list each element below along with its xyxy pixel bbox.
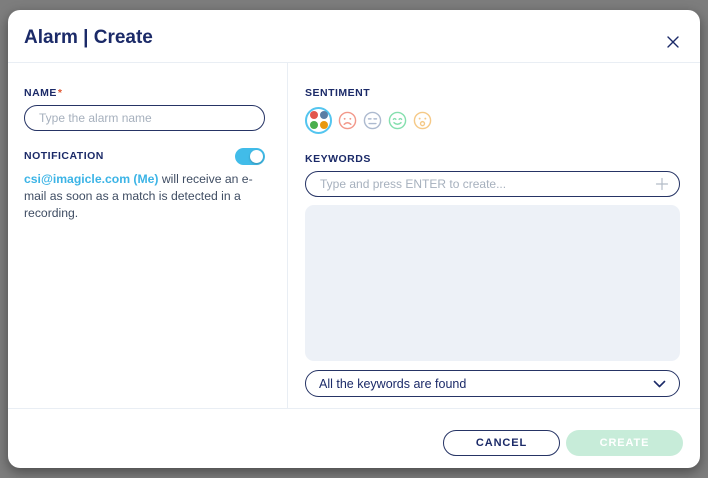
toggle-knob — [250, 149, 263, 163]
keywords-input-wrap — [305, 171, 680, 197]
keywords-list-area — [305, 205, 680, 361]
keywords-match-rule-select[interactable]: All the keywords are found — [305, 370, 680, 397]
dialog-title: Alarm | Create — [24, 27, 153, 48]
notification-toggle[interactable] — [235, 147, 265, 165]
keywords-input[interactable] — [305, 171, 680, 197]
notification-row: NOTIFICATION — [24, 147, 265, 165]
footer-divider — [8, 408, 700, 409]
name-label-text: NAME — [24, 87, 57, 99]
right-column: SENTIMENT — [305, 63, 680, 397]
sentiment-positive-icon[interactable] — [388, 111, 407, 130]
match-rule-selected-value: All the keywords are found — [319, 376, 467, 391]
notification-description-text: will receive an e-mail as soon as a matc… — [24, 172, 253, 220]
name-label: NAME* — [24, 87, 265, 99]
cancel-button[interactable]: CANCEL — [443, 430, 560, 456]
column-divider — [287, 63, 288, 409]
alarm-create-dialog: Alarm | Create NAME* NOTIFICATION csi@im… — [8, 10, 700, 468]
sentiment-all-dots — [309, 111, 328, 129]
sentiment-neutral-icon[interactable] — [363, 111, 382, 130]
chevron-down-icon — [653, 375, 666, 393]
notification-label: NOTIFICATION — [24, 150, 104, 162]
header-divider — [8, 62, 700, 63]
close-icon — [666, 35, 680, 52]
required-marker: * — [57, 87, 63, 99]
sentiment-surprised-icon[interactable] — [413, 111, 432, 130]
sentiment-label: SENTIMENT — [305, 87, 371, 99]
left-column: NAME* NOTIFICATION csi@imagicle.com (Me)… — [24, 63, 265, 222]
alarm-name-input[interactable] — [24, 105, 265, 131]
keywords-label: KEYWORDS — [305, 153, 371, 165]
create-button[interactable]: CREATE — [566, 430, 683, 456]
close-button[interactable] — [665, 35, 681, 51]
notification-description: csi@imagicle.com (Me) will receive an e-… — [24, 171, 272, 222]
sentiment-all-icon[interactable] — [305, 106, 332, 134]
notification-email: csi@imagicle.com (Me) — [24, 172, 159, 186]
sentiment-negative-icon[interactable] — [338, 111, 357, 130]
sentiment-options — [305, 106, 680, 134]
add-keyword-icon[interactable] — [655, 177, 669, 191]
